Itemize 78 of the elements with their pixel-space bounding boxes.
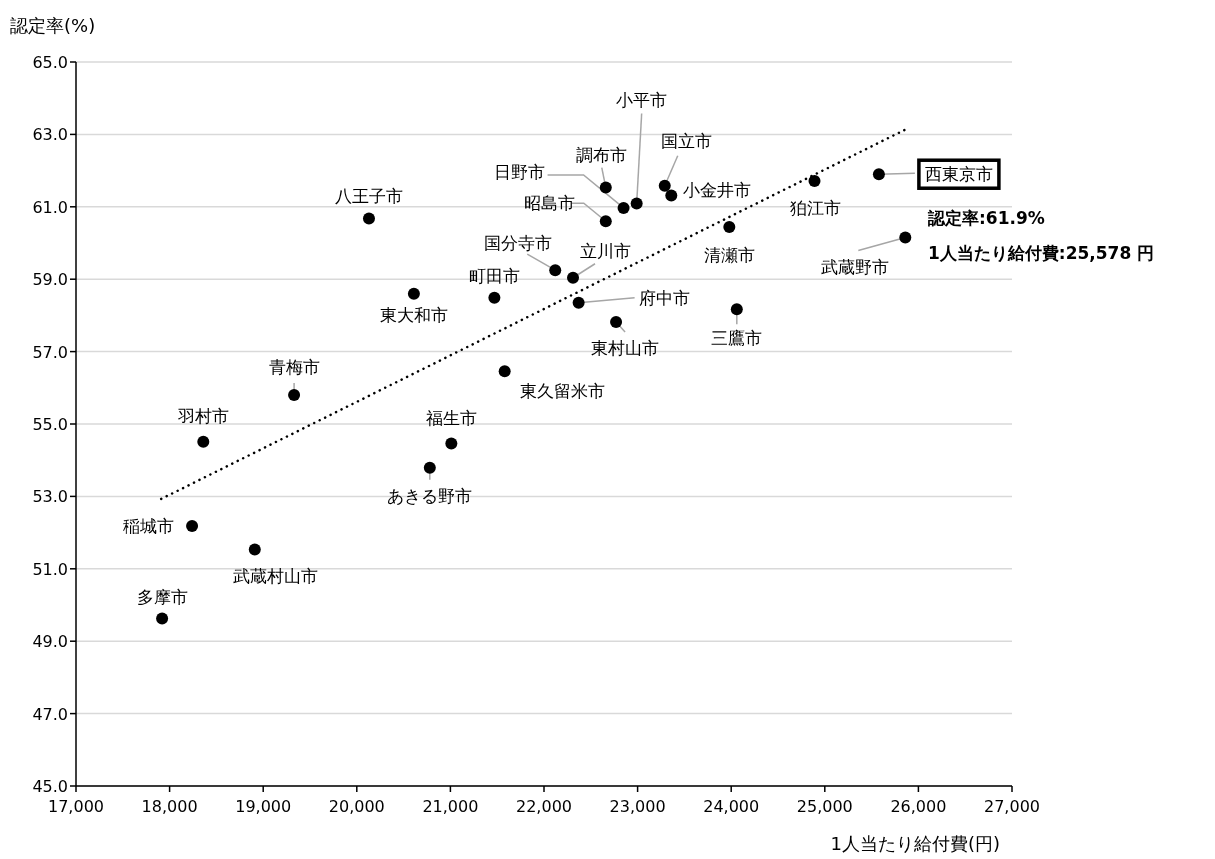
annotation: 東大和市 (379, 304, 448, 325)
point (723, 221, 736, 234)
point (599, 181, 612, 194)
annotation: 稲城市 (122, 516, 174, 537)
x-axis-title: 1人当たり給付費(円) (830, 833, 1000, 854)
annotation: 三鷹市 (711, 328, 763, 349)
x-tick-label: 17,000 (48, 797, 104, 816)
y-axis-title: 認定率(%) (10, 15, 96, 36)
annotation: 昭島市 (524, 193, 576, 214)
annotation: 福生市 (425, 407, 477, 428)
x-tick-label: 20,000 (328, 797, 385, 816)
annotation: 日野市 (494, 161, 546, 182)
point (488, 291, 501, 304)
annotation: 府中市 (638, 287, 690, 308)
y-tick-label: 65.0 (32, 53, 68, 72)
point (156, 612, 169, 625)
annotation: 青梅市 (268, 357, 320, 378)
point (630, 197, 643, 210)
y-tick-label: 47.0 (32, 704, 68, 724)
annotation: 武蔵村山市 (233, 565, 319, 586)
point (423, 461, 436, 474)
annotation: 1人当たり給付費:25,578 円 (928, 243, 1155, 263)
annotation: 八王子市 (334, 186, 403, 207)
point (186, 520, 199, 533)
annotation: 清瀬市 (703, 245, 755, 266)
x-tick-label: 21,000 (422, 797, 479, 816)
point (617, 201, 630, 214)
annotation: 多摩市 (136, 587, 188, 608)
point (872, 168, 885, 181)
annotation: 認定率:61.9% (927, 208, 1045, 228)
x-tick-label: 19,000 (235, 797, 292, 816)
x-tick-label: 23,000 (609, 797, 666, 816)
point (572, 296, 585, 309)
annotation: 東村山市 (591, 337, 660, 358)
point (362, 212, 375, 225)
annotation: 羽村市 (176, 405, 229, 426)
annotation: 西東京市 (924, 164, 993, 185)
point (730, 303, 743, 316)
annotation: 小金井市 (683, 179, 752, 200)
annotation: 東久留米市 (520, 381, 606, 402)
point (610, 315, 623, 328)
point (197, 435, 210, 448)
annotation: 調布市 (576, 144, 628, 165)
point (288, 389, 301, 402)
y-tick-label: 55.0 (32, 415, 68, 434)
y-tick-label: 57.0 (32, 342, 68, 362)
annotation: 小平市 (616, 89, 668, 110)
point (899, 231, 912, 244)
y-tick-label: 45.0 (32, 777, 68, 796)
annotation: 立川市 (579, 240, 631, 261)
y-tick-label: 49.0 (32, 632, 68, 652)
annotation: 町田市 (468, 265, 520, 286)
point (599, 215, 612, 228)
y-tick-label: 51.0 (32, 559, 68, 579)
point (407, 287, 420, 300)
annotation: 国立市 (661, 130, 713, 151)
x-tick-label: 24,000 (703, 797, 760, 816)
point (567, 271, 580, 284)
y-tick-label: 53.0 (32, 487, 68, 507)
x-tick-label: 26,000 (890, 797, 947, 816)
annotation: 狛江市 (790, 198, 841, 219)
x-tick-label: 22,000 (516, 797, 572, 816)
y-tick-label: 63.0 (32, 125, 68, 145)
point (445, 437, 458, 450)
annotation: あきる野市 (387, 485, 473, 506)
annotation: 国分寺市 (484, 233, 553, 254)
point (665, 189, 678, 202)
y-tick-label: 61.0 (32, 197, 68, 217)
point (658, 179, 671, 192)
point (549, 264, 562, 277)
x-tick-label: 25,000 (796, 797, 853, 816)
y-tick-label: 59.0 (32, 270, 68, 290)
point (498, 365, 511, 378)
point (248, 543, 261, 556)
point (808, 175, 821, 188)
annotation: 武蔵野市 (821, 256, 890, 277)
x-tick-label: 27,000 (984, 797, 1040, 816)
x-tick-label: 18,000 (141, 797, 198, 816)
